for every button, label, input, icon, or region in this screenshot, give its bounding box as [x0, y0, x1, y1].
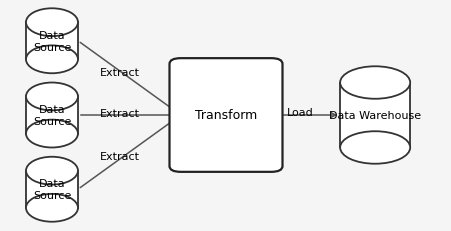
Text: Load: Load: [286, 107, 313, 117]
Text: Data
Source: Data Source: [33, 105, 71, 126]
Text: Extract: Extract: [100, 68, 139, 78]
FancyBboxPatch shape: [26, 97, 78, 134]
Text: Transform: Transform: [194, 109, 257, 122]
Ellipse shape: [26, 9, 78, 37]
Ellipse shape: [26, 194, 78, 222]
Text: Data
Source: Data Source: [33, 179, 71, 200]
FancyBboxPatch shape: [339, 83, 410, 148]
Ellipse shape: [26, 120, 78, 148]
Ellipse shape: [339, 67, 409, 99]
Ellipse shape: [26, 157, 78, 185]
FancyBboxPatch shape: [26, 23, 78, 60]
Text: Extract: Extract: [100, 108, 139, 118]
Text: Data
Source: Data Source: [33, 31, 71, 52]
Ellipse shape: [26, 46, 78, 74]
Text: Extract: Extract: [100, 151, 139, 161]
Ellipse shape: [339, 132, 409, 164]
FancyBboxPatch shape: [26, 171, 78, 208]
Ellipse shape: [26, 83, 78, 111]
FancyBboxPatch shape: [169, 59, 282, 172]
Text: Data Warehouse: Data Warehouse: [328, 110, 420, 121]
